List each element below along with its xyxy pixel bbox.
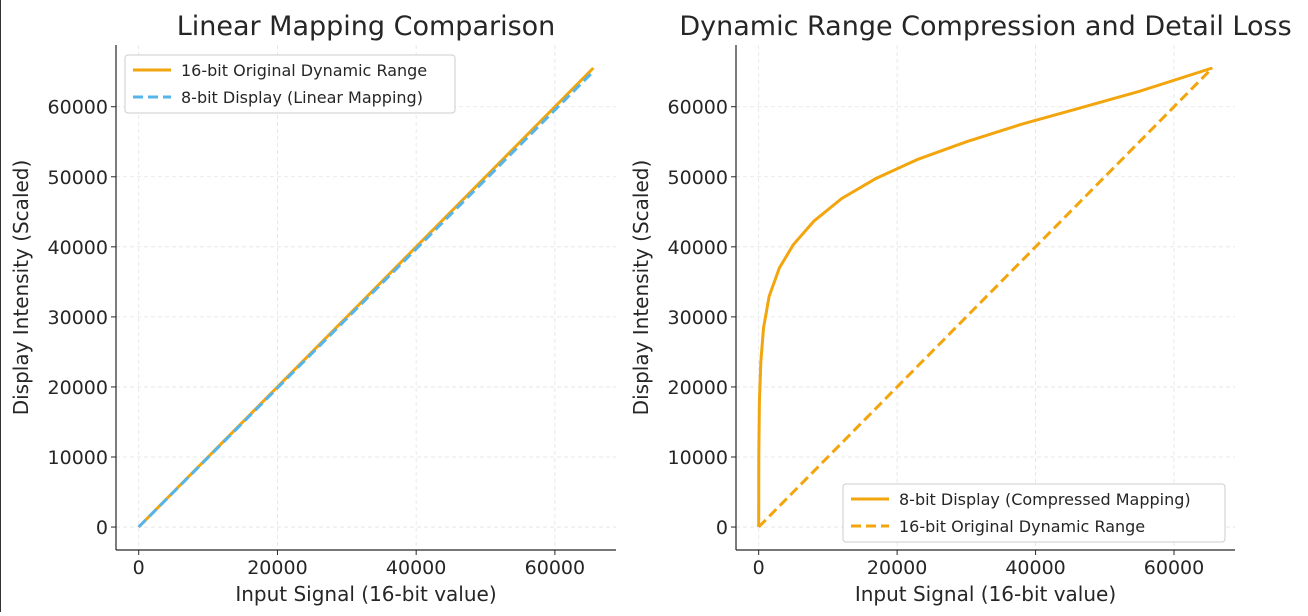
chart-panel-2: 0 20000 40000 60000 0 10000 20000 30000 40000 500… — [629, 11, 1292, 606]
y-tick-label: 40000 — [668, 237, 728, 259]
series-line-1 — [757, 66, 1213, 528]
y-tick-label: 0 — [96, 517, 108, 539]
x-axis-label: Input Signal (16-bit value) — [235, 582, 496, 606]
y-tick-label: 40000 — [48, 237, 108, 259]
x-tick-label: 40000 — [1005, 557, 1065, 579]
series-line-2 — [137, 70, 595, 529]
y-tick-label: 20000 — [48, 377, 108, 399]
x-tick-label: 0 — [133, 557, 145, 579]
y-tick-label: 60000 — [48, 97, 108, 119]
x-tick-label: 60000 — [1144, 557, 1204, 579]
legend: 16-bit Original Dynamic Range 8-bit Displ… — [124, 54, 456, 114]
y-tick-label: 0 — [716, 517, 728, 539]
legend-box — [842, 483, 1226, 543]
x-tick-label: 0 — [753, 557, 765, 579]
chart-panel-1: 0 20000 40000 60000 0 10000 20000 30000 40000 500… — [9, 11, 616, 606]
legend-label-1: 8-bit Display (Compressed Mapping) — [899, 490, 1191, 509]
y-axis-label: Display Intensity (Scaled) — [629, 160, 653, 416]
legend-box — [124, 54, 456, 114]
x-tick-label: 20000 — [867, 557, 927, 579]
x-tick-label: 40000 — [386, 557, 446, 579]
chart-title: Linear Mapping Comparison — [177, 11, 556, 42]
y-tick-label: 30000 — [668, 307, 728, 329]
y-axis-label: Display Intensity (Scaled) — [9, 160, 33, 416]
legend-label-1: 16-bit Original Dynamic Range — [181, 61, 427, 80]
x-tick-label: 20000 — [247, 557, 307, 579]
y-tick-label: 20000 — [668, 377, 728, 399]
legend-label-2: 8-bit Display (Linear Mapping) — [181, 88, 423, 107]
y-tick-label: 50000 — [48, 167, 108, 189]
legend: 8-bit Display (Compressed Mapping) 16-bit… — [842, 483, 1226, 543]
y-tick-label: 10000 — [48, 447, 108, 469]
y-tick-label: 30000 — [48, 307, 108, 329]
y-tick-label: 50000 — [668, 167, 728, 189]
y-tick-label: 10000 — [668, 447, 728, 469]
series-line-2 — [757, 66, 1214, 529]
y-tick-label: 60000 — [668, 97, 728, 119]
x-tick-label: 60000 — [525, 557, 585, 579]
x-axis-label: Input Signal (16-bit value) — [855, 582, 1116, 606]
chart-title: Dynamic Range Compression and Detail Los… — [679, 11, 1291, 42]
legend-label-2: 16-bit Original Dynamic Range — [899, 517, 1145, 536]
